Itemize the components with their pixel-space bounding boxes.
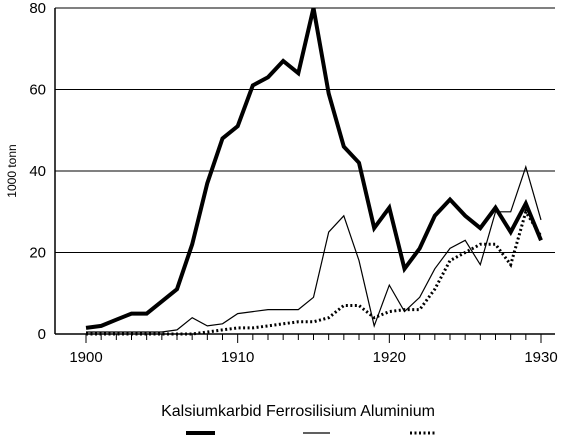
axes <box>54 8 555 343</box>
x-tick-label: 1930 <box>524 349 557 366</box>
x-tick-label: 1900 <box>69 349 102 366</box>
series-line-aluminium <box>86 208 543 336</box>
series-line-kalsiumkarbid <box>85 7 543 330</box>
y-axis-label: 1000 tonn <box>5 144 19 197</box>
gridlines <box>55 7 555 253</box>
y-tick-label: 0 <box>38 326 46 343</box>
y-tick-label: 60 <box>29 82 46 99</box>
legend-text: Kalsiumkarbid Ferrosilisium Aluminium <box>161 403 435 420</box>
y-tick-label: 80 <box>29 0 46 17</box>
y-tick-label: 40 <box>29 163 46 180</box>
x-tick-labels: 1900 1910 1920 1930 <box>69 349 557 366</box>
y-tick-label: 20 <box>29 245 46 262</box>
y-tick-labels: 0 20 40 60 80 <box>29 0 46 343</box>
x-tick-label: 1920 <box>373 349 406 366</box>
x-tick-label: 1910 <box>221 349 254 366</box>
series-lines <box>85 7 543 336</box>
series-line-ferrosilisium <box>86 164 542 333</box>
